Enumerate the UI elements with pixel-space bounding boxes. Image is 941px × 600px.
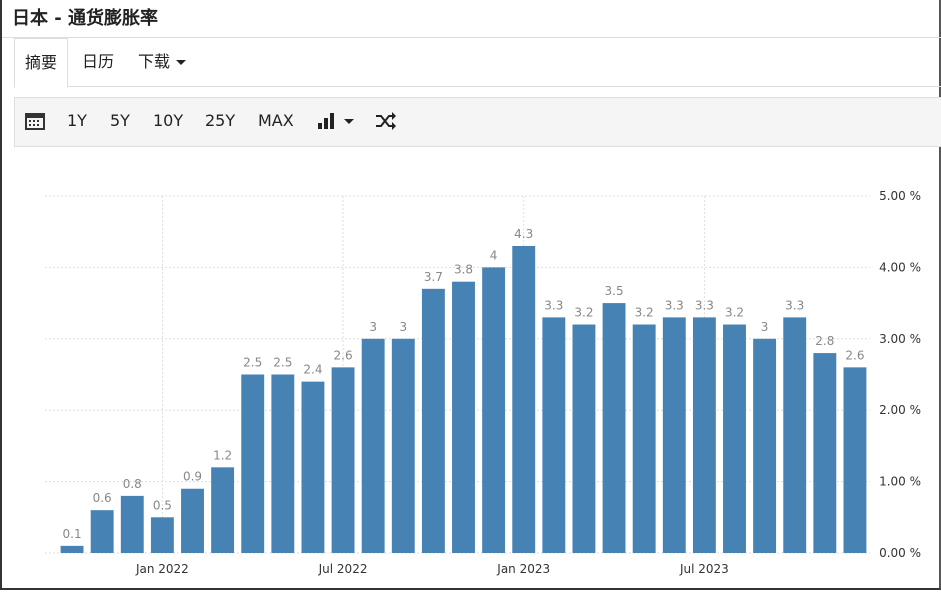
data-label: 0.8 — [123, 477, 142, 491]
data-label: 0.6 — [93, 491, 112, 505]
range-button[interactable]: 10Y — [153, 111, 184, 130]
bar — [482, 267, 506, 553]
shuffle-icon[interactable] — [375, 112, 397, 130]
divider — [2, 37, 941, 38]
bar — [150, 517, 174, 553]
bar — [452, 281, 475, 553]
bar — [602, 303, 626, 553]
calendar-icon[interactable] — [25, 111, 45, 131]
range-button[interactable]: MAX — [258, 111, 294, 130]
range-button[interactable]: 25Y — [205, 111, 236, 130]
y-tick-label: 0.00 % — [879, 546, 921, 560]
bar — [331, 367, 355, 553]
data-label: 3 — [761, 320, 769, 334]
data-label: 1.2 — [213, 448, 232, 462]
data-label: 2.8 — [815, 334, 834, 348]
data-label: 2.4 — [303, 363, 322, 377]
bar — [843, 367, 867, 553]
data-label: 3.3 — [695, 298, 714, 312]
data-label: 3.2 — [574, 306, 593, 320]
bar — [90, 510, 114, 553]
tab-bar: 摘要 日历 下载 — [14, 38, 941, 88]
data-label: 3.3 — [544, 298, 563, 312]
bar — [813, 353, 837, 553]
y-tick-label: 2.00 % — [879, 403, 921, 417]
caret — [176, 60, 187, 65]
bar — [662, 317, 686, 553]
x-tick-label: Jan 2022 — [135, 562, 189, 576]
tab-label: 下载 — [138, 52, 171, 71]
bar — [421, 288, 445, 553]
data-label: 3.7 — [424, 270, 443, 284]
data-label: 0.1 — [63, 527, 82, 541]
range-button[interactable]: 1Y — [67, 111, 87, 130]
bar — [301, 381, 325, 553]
data-label: 2.5 — [243, 356, 262, 370]
y-tick-label: 4.00 % — [879, 260, 921, 274]
bar — [572, 324, 596, 553]
data-label: 3.8 — [454, 263, 473, 277]
y-tick-label: 5.00 % — [879, 189, 921, 203]
data-label: 3.3 — [785, 298, 804, 312]
chart-type-icon[interactable] — [317, 112, 357, 130]
bar — [120, 495, 144, 553]
data-label: 3.3 — [665, 298, 684, 312]
bar — [361, 338, 385, 553]
bar — [211, 467, 235, 553]
bar — [632, 324, 656, 553]
bar — [692, 317, 716, 553]
tab-dropdown[interactable]: 下载 — [138, 38, 187, 86]
tab[interactable]: 日历 — [82, 52, 115, 71]
y-tick-label: 1.00 % — [879, 475, 921, 489]
bar — [542, 317, 566, 553]
bar — [512, 245, 536, 554]
bar — [391, 338, 415, 553]
y-tick-label: 3.00 % — [879, 332, 921, 346]
data-label: 2.6 — [334, 348, 353, 362]
bar — [271, 374, 295, 553]
data-label: 0.9 — [183, 470, 202, 484]
data-label: 3.2 — [635, 306, 654, 320]
x-tick-label: Jul 2023 — [679, 562, 729, 576]
bar — [241, 374, 265, 553]
data-label: 4.3 — [514, 227, 533, 241]
data-label: 3 — [399, 320, 407, 334]
page-title: 日本 - 通货膨胀率 — [12, 8, 159, 29]
data-label: 2.6 — [845, 348, 864, 362]
tab[interactable]: 摘要 — [14, 38, 69, 88]
data-label: 3.5 — [605, 284, 624, 298]
data-label: 0.5 — [153, 498, 172, 512]
bar — [723, 324, 746, 553]
x-tick-label: Jan 2023 — [496, 562, 550, 576]
bar — [783, 317, 807, 553]
data-label: 4 — [490, 248, 498, 262]
data-label: 3 — [369, 320, 377, 334]
toolbar: 1Y 5Y 10Y 25Y MAX — [14, 97, 941, 147]
bar — [181, 488, 204, 553]
bar — [753, 338, 777, 553]
range-button[interactable]: 5Y — [110, 111, 130, 130]
bar — [60, 545, 84, 553]
x-tick-label: Jul 2022 — [318, 562, 368, 576]
data-label: 3.2 — [725, 306, 744, 320]
data-label: 2.5 — [273, 356, 292, 370]
